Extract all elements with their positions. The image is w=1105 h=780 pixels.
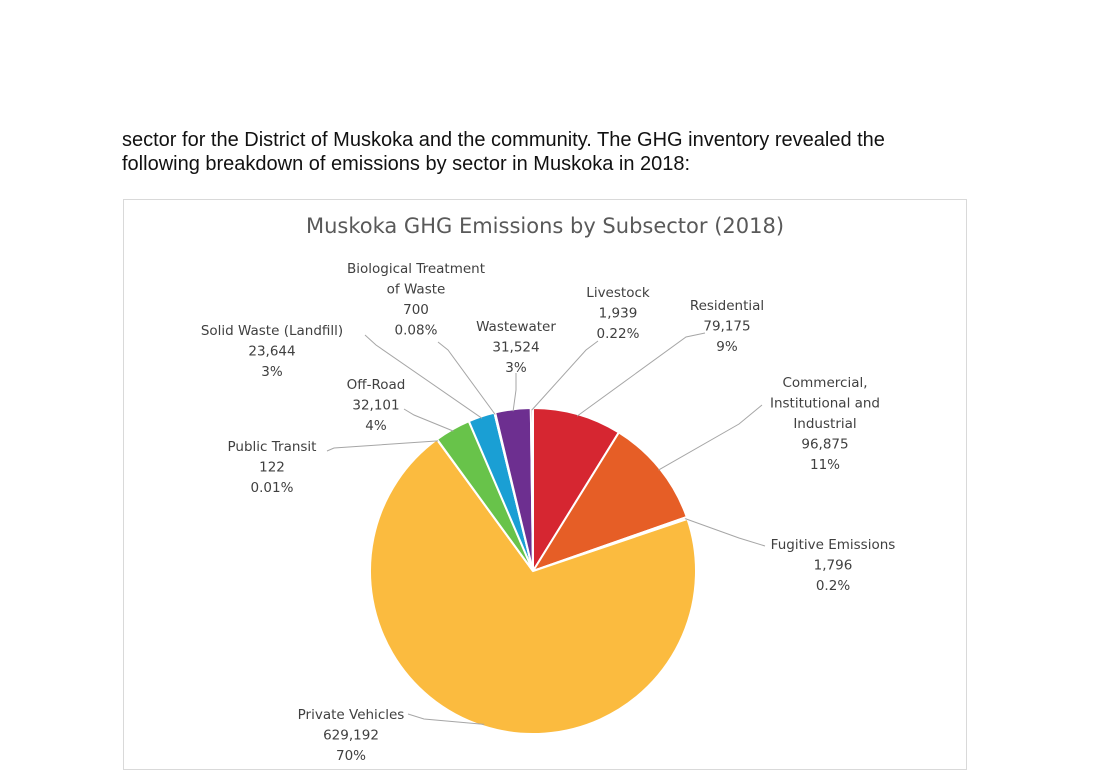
slice-name-label: Biological Treatment [347,261,485,277]
slice-percent-label: 3% [261,364,283,380]
pie-slices [369,406,698,735]
slice-value-label: 32,101 [352,398,399,414]
data-label-solid-waste-landfill: Solid Waste (Landfill) 23,644 3% [201,323,343,380]
leader-line-livestock [531,340,599,411]
slice-percent-label: 0.2% [816,578,850,594]
slice-percent-label: 0.08% [395,323,438,339]
pie-chart: Muskoka GHG Emissions by Subsector (2018… [201,214,895,764]
chart-title: Muskoka GHG Emissions by Subsector (2018… [306,214,784,238]
leader-line-fugitive-emissions [685,518,766,547]
slice-name-label: Fugitive Emissions [771,537,896,553]
leader-line-public-transit [326,440,439,452]
intro-line-1: sector for the District of Muskoka and t… [122,129,885,151]
leader-line-biological-treatment-of-waste [437,341,496,415]
slice-name-label: Wastewater [476,319,556,335]
slice-value-label: 23,644 [248,344,295,360]
slice-percent-label: 0.01% [251,480,294,496]
data-label-wastewater: Wastewater 31,524 3% [476,319,556,376]
slice-value-label: 122 [259,460,285,476]
slice-value-label: 79,175 [703,319,750,335]
data-label-residential: Residential 79,175 9% [690,298,764,355]
slice-percent-label: 4% [365,418,387,434]
slice-percent-label: 70% [336,748,366,764]
intro-line-2: following breakdown of emissions by sect… [122,153,691,175]
data-label-off-road: Off-Road 32,101 4% [347,377,406,434]
data-label-biological-treatment-of-waste: Biological Treatment of Waste 700 0.08% [347,261,485,339]
slice-name-label: Institutional and [770,396,880,412]
slice-name-label: Private Vehicles [298,707,405,723]
data-label-commercial-institutional-and-industrial: Commercial, Institutional and Industrial 96… [770,375,880,473]
slice-name-label: Off-Road [347,377,406,393]
slice-value-label: 700 [403,302,429,318]
slice-percent-label: 9% [716,339,738,355]
leader-line-solid-waste-landfill [364,334,483,419]
leader-line-private-vehicles [407,713,485,725]
slice-value-label: 96,875 [801,437,848,453]
slice-name-label: Livestock [586,285,650,301]
slice-percent-label: 11% [810,457,840,473]
slice-percent-label: 3% [505,360,527,376]
slice-value-label: 629,192 [323,728,379,744]
pie-slice-private-vehicles [369,437,698,735]
chart-frame: Muskoka GHG Emissions by Subsector (2018… [123,199,967,770]
data-label-fugitive-emissions: Fugitive Emissions 1,796 0.2% [771,537,896,594]
slice-value-label: 1,939 [599,306,638,322]
pie-slice-residential [532,406,621,575]
slice-value-label: 1,796 [814,558,853,574]
data-label-private-vehicles: Private Vehicles 629,192 70% [298,707,405,764]
data-label-public-transit: Public Transit 122 0.01% [228,439,317,496]
slice-value-label: 31,524 [492,340,539,356]
data-labels: Residential 79,175 9% Commercial, Institutio… [201,261,895,764]
leader-lines [326,332,766,725]
leader-line-off-road [403,408,454,432]
slice-name-label: Commercial, [782,375,867,391]
leader-line-residential [576,332,706,417]
leader-line-wastewater [512,373,517,412]
slice-name-label: Public Transit [228,439,317,455]
pie-slice-livestock [529,406,534,572]
slice-percent-label: 0.22% [597,326,640,342]
slice-name-label: Residential [690,298,764,314]
slice-name-label: of Waste [387,282,446,298]
leader-line-commercial-institutional-and-industrial [658,404,763,471]
data-label-livestock: Livestock 1,939 0.22% [586,285,650,342]
slice-name-label: Industrial [793,416,856,432]
intro-paragraph: sector for the District of Muskoka and t… [122,128,1002,176]
slice-name-label: Solid Waste (Landfill) [201,323,343,339]
